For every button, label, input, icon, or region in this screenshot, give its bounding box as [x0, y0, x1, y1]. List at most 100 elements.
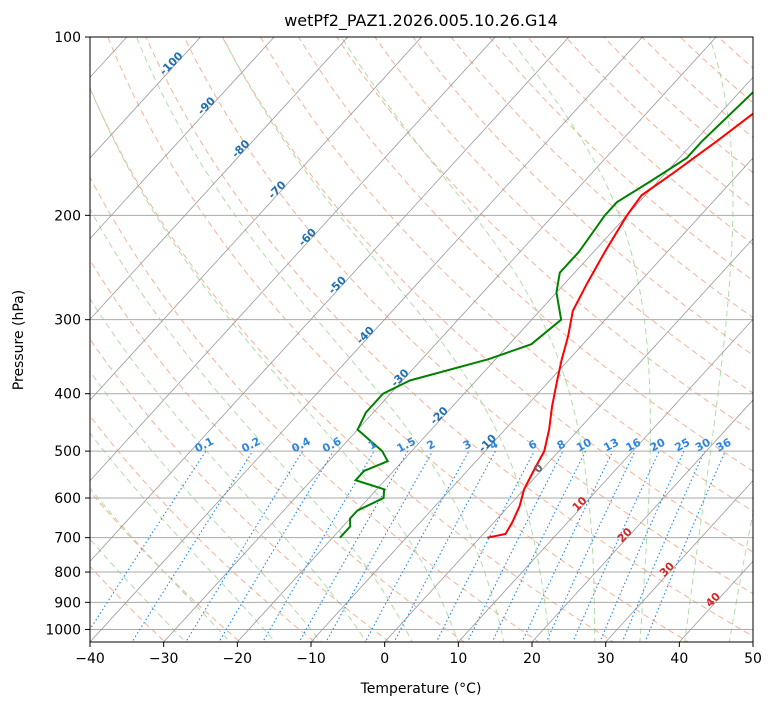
- isotherm-line: [531, 399, 753, 642]
- dry-adiabat: [107, 37, 690, 642]
- isotherm-line: [90, 37, 570, 562]
- dry-adiabat: [90, 490, 241, 642]
- isotherm-line: [678, 560, 753, 642]
- mixing-ratio-label: 16: [624, 436, 644, 455]
- isotherm-label-cold: -80: [229, 137, 252, 160]
- mixing-ratio-line: [185, 450, 304, 642]
- moist-adiabat: [90, 487, 231, 642]
- isotherm-label-cold: -50: [326, 273, 349, 296]
- isotherm-line: [0, 10, 4, 654]
- dry-adiabat: [641, 37, 753, 139]
- dry-adiabat: [145, 37, 753, 637]
- isotherm-line: [90, 37, 496, 482]
- chart-title: wetPf2_PAZ1.2026.005.10.26.G14: [284, 11, 558, 31]
- moist-adiabat: [222, 37, 550, 642]
- isotherm-label-warm: 10: [570, 494, 590, 514]
- dry-adiabat: [679, 37, 753, 104]
- y-tick-label: 500: [54, 444, 81, 460]
- plot-frame: [89, 36, 754, 643]
- mixing-ratio-line: [131, 450, 254, 642]
- x-tick-label: 10: [449, 651, 467, 667]
- moist-adiabat: [90, 432, 276, 642]
- mixing-ratio-label: 1.5: [395, 435, 418, 456]
- moist-adiabat: [340, 37, 596, 642]
- isotherm-line: [163, 37, 717, 642]
- dry-adiabat: [298, 37, 753, 472]
- mixing-ratio-line: [90, 450, 207, 631]
- plot-overlay: 0.1 0.2 0.4 0.6 1 1.5 2 3 4 6 8 10 13 16 20 25 30 36-100-…: [157, 49, 734, 610]
- dewpoint-trace: [339, 90, 753, 539]
- y-tick-label: 700: [54, 531, 81, 547]
- moist-adiabat: [90, 370, 322, 642]
- mixing-ratio-line: [325, 450, 434, 642]
- dry-adiabat: [259, 37, 753, 512]
- isotherm-line: [605, 480, 753, 642]
- dry-adiabat: [90, 338, 391, 642]
- isotherm-label-cold: -20: [428, 404, 451, 427]
- mixing-ratio-label: 0.2: [239, 435, 262, 456]
- isotherm-label-cold: -70: [265, 178, 288, 201]
- mixing-ratio-line: [435, 450, 535, 642]
- dry-adiabat: [727, 10, 775, 654]
- dry-adiabat: [183, 37, 753, 595]
- mixing-ratio-label: 6: [526, 437, 539, 452]
- dry-adiabat: [90, 259, 465, 642]
- mixing-ratio-line: [298, 450, 409, 642]
- mixing-ratio-label: 1: [366, 437, 379, 452]
- moist-adiabat: [508, 37, 651, 642]
- mixing-ratio-line: [572, 450, 660, 642]
- isotherm-label-cold: -30: [388, 366, 411, 389]
- isotherm-label-cold: -60: [296, 226, 319, 249]
- dry-adiabat: [90, 87, 615, 642]
- isotherm-line: [90, 37, 644, 642]
- x-tick-label: 0: [380, 651, 389, 667]
- dry-adiabat: [717, 37, 753, 69]
- mixing-ratio-line: [599, 450, 685, 642]
- isotherm-label-cold: -100: [157, 49, 186, 78]
- mixing-ratio-label: 3: [461, 437, 474, 452]
- mixing-ratio-line: [545, 450, 636, 642]
- y-tick-label: 1000: [45, 622, 81, 638]
- dry-adiabat: [412, 37, 753, 356]
- mixing-ratio-label: 20: [648, 436, 668, 455]
- mixing-ratio-label: 0.6: [320, 435, 344, 456]
- mixing-ratio-label: 13: [601, 436, 621, 455]
- y-tick-label: 600: [54, 491, 81, 507]
- y-tick-label: 400: [54, 387, 81, 403]
- dry-adiabat: [603, 37, 753, 174]
- mixing-ratio-line: [621, 450, 705, 642]
- mixing-ratio-line: [644, 450, 726, 642]
- mixing-ratio-label: 2: [425, 437, 438, 452]
- isotherm-line: [384, 238, 753, 642]
- moist-adiabat: [90, 297, 367, 642]
- mixing-ratio-line: [491, 450, 587, 642]
- dry-adiabat: [90, 565, 167, 642]
- y-tick-label: 900: [54, 595, 81, 611]
- moist-adiabat: [90, 86, 459, 642]
- moist-adiabat: [684, 37, 734, 642]
- mixing-ratio-label: 0.4: [289, 435, 313, 456]
- mixing-ratio-label: 30: [693, 436, 713, 455]
- isotherm-label-warm: 20: [615, 525, 635, 545]
- mixing-ratio-line: [393, 450, 496, 642]
- isotherm-line: [90, 37, 275, 240]
- x-tick-label: 40: [670, 651, 688, 667]
- x-tick-label: −30: [149, 651, 179, 667]
- mixing-ratio-line: [218, 450, 334, 642]
- x-tick-label: −10: [296, 651, 326, 667]
- moist-adiabat: [90, 207, 413, 642]
- isotherm-label-cold: -40: [354, 324, 377, 347]
- mixing-ratio-label: 25: [673, 436, 693, 455]
- y-tick-label: 300: [54, 313, 81, 329]
- x-tick-label: 50: [744, 651, 762, 667]
- y-tick-label: 200: [54, 208, 81, 224]
- dry-adiabat: [221, 37, 753, 553]
- mixing-ratio-label: 36: [714, 436, 734, 455]
- isotherm-label-cold: -90: [195, 94, 218, 117]
- mixing-ratio-label: 0.1: [193, 435, 216, 456]
- dry-adiabat: [450, 37, 753, 319]
- isotherm-line: [90, 37, 423, 401]
- isotherm-line: [90, 37, 349, 320]
- temperature-trace: [487, 112, 753, 539]
- isotherm-label-warm: 30: [657, 559, 677, 579]
